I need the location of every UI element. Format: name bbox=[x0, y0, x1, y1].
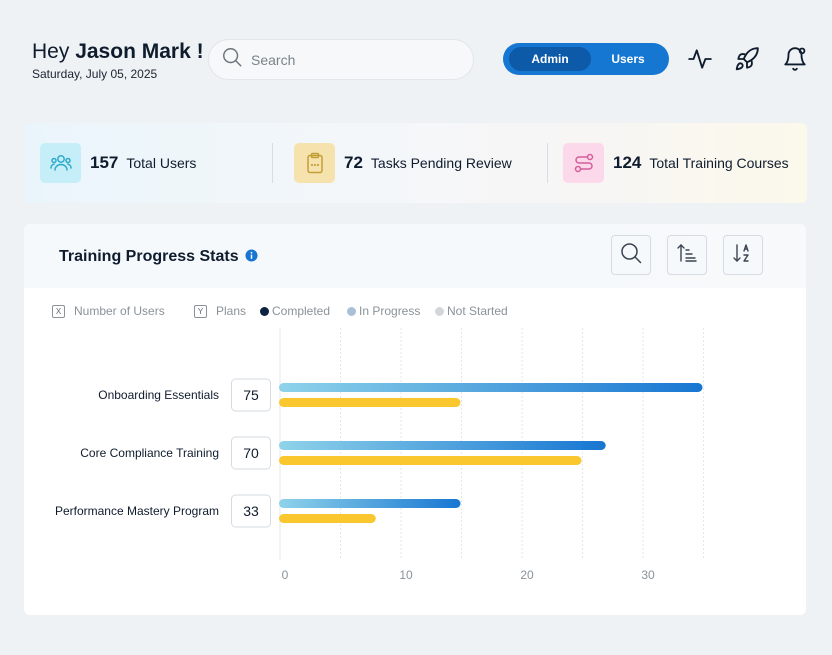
bar-series-2 bbox=[279, 514, 376, 523]
x-tick-label: 10 bbox=[399, 568, 413, 582]
stat-value: 157 bbox=[90, 153, 119, 172]
legend-label: Plans bbox=[216, 304, 247, 318]
legend-dot bbox=[435, 306, 444, 316]
greeting: Hey Jason Mark ! Saturday, July 05, 2025 bbox=[32, 40, 204, 81]
users-icon bbox=[40, 143, 81, 183]
legend-label: Completed bbox=[272, 304, 331, 318]
users-toggle-option[interactable]: Users bbox=[611, 52, 645, 66]
legend-label: Not Started bbox=[447, 304, 508, 318]
legend-y-axis: Y Plans bbox=[194, 304, 246, 318]
legend-completed[interactable]: Completed bbox=[260, 304, 330, 318]
greeting-line: Hey Jason Mark ! bbox=[32, 40, 204, 64]
clipboard-icon bbox=[294, 143, 335, 183]
role-toggle[interactable]: Admin Users bbox=[503, 43, 669, 75]
value-box bbox=[231, 494, 271, 528]
value-label: 70 bbox=[243, 445, 259, 461]
card-title: Training Progress Stats bbox=[59, 248, 239, 265]
legend-not-started[interactable]: Not Started bbox=[435, 304, 508, 318]
stat-training-courses: 124 Total Training Courses bbox=[548, 123, 789, 203]
stats-strip: 157 Total Users 72 Tasks Pending Review … bbox=[24, 123, 807, 203]
sort-ascending-button[interactable] bbox=[667, 235, 707, 275]
route-icon bbox=[563, 143, 604, 183]
category-label: Onboarding Essentials bbox=[98, 388, 219, 402]
stat-label: Total Users bbox=[126, 155, 197, 171]
stat-value: 72 bbox=[344, 153, 363, 172]
bar-series-1 bbox=[279, 383, 703, 392]
category-label: Core Compliance Training bbox=[80, 446, 219, 460]
legend-dot bbox=[347, 306, 356, 316]
bar-series-1 bbox=[279, 441, 606, 450]
activity-icon[interactable] bbox=[687, 46, 713, 72]
stat-label: Total Training Courses bbox=[649, 155, 789, 171]
x-tick-label: 20 bbox=[520, 568, 534, 582]
stat-label: Tasks Pending Review bbox=[370, 155, 512, 171]
legend-label: In Progress bbox=[359, 304, 421, 318]
value-label: 75 bbox=[243, 387, 259, 403]
value-box bbox=[231, 436, 271, 470]
sort-alpha-icon bbox=[731, 241, 755, 270]
value-box bbox=[231, 378, 271, 412]
y-axis-badge: Y bbox=[194, 304, 207, 318]
bar-chart: 0 10 20 30 Onboarding Essentials 75 Core Compl… bbox=[55, 328, 704, 582]
chart-search-button[interactable] bbox=[611, 235, 651, 275]
x-tick-label: 30 bbox=[641, 568, 655, 582]
sort-alpha-button[interactable] bbox=[723, 235, 763, 275]
greeting-text: Hey bbox=[32, 40, 70, 63]
sort-ascending-icon bbox=[675, 241, 699, 270]
bell-icon[interactable] bbox=[782, 46, 808, 72]
search-icon bbox=[221, 46, 243, 73]
admin-toggle-option[interactable]: Admin bbox=[509, 47, 591, 71]
bar-series-2 bbox=[279, 456, 582, 465]
stat-value: 124 bbox=[613, 153, 642, 172]
x-axis-badge: X bbox=[52, 304, 65, 318]
training-progress-card: Training Progress Stats X Number of User… bbox=[24, 224, 806, 615]
search-input[interactable] bbox=[251, 51, 451, 68]
search-bar[interactable] bbox=[208, 39, 474, 80]
search-icon bbox=[619, 241, 643, 270]
value-label: 33 bbox=[243, 503, 259, 519]
category-label: Performance Mastery Program bbox=[55, 504, 219, 518]
divider bbox=[547, 143, 548, 183]
user-name: Jason Mark ! bbox=[75, 40, 204, 63]
current-date: Saturday, July 05, 2025 bbox=[32, 67, 158, 81]
x-tick-label: 0 bbox=[282, 568, 289, 582]
chart-legend: X Number of Users Y Plans Completed In P… bbox=[24, 304, 806, 320]
stat-pending-tasks: 72 Tasks Pending Review bbox=[273, 123, 547, 203]
info-icon[interactable] bbox=[245, 249, 258, 262]
legend-dot bbox=[260, 306, 269, 316]
legend-x-axis: X Number of Users bbox=[52, 304, 165, 318]
legend-label: Number of Users bbox=[74, 304, 165, 318]
divider bbox=[272, 143, 273, 183]
bar-series-2 bbox=[279, 398, 461, 407]
bar-series-1 bbox=[279, 499, 461, 508]
stat-total-users: 157 Total Users bbox=[24, 123, 272, 203]
rocket-icon[interactable] bbox=[734, 46, 760, 72]
legend-in-progress[interactable]: In Progress bbox=[347, 304, 420, 318]
